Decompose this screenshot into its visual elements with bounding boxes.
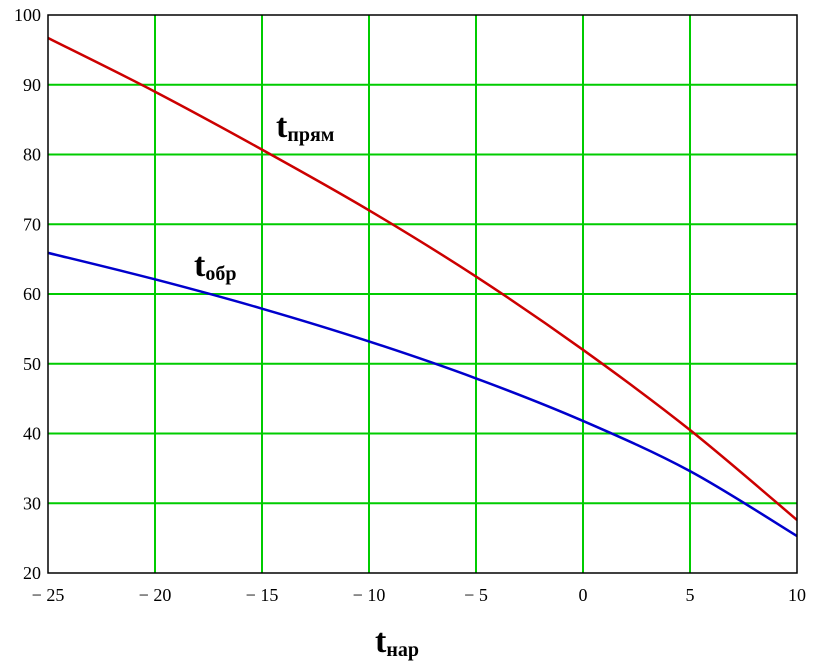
grid [48,15,797,573]
series-line-0 [47,36,798,521]
curve-label-obr: tобр [194,247,236,285]
x-tick-label: − 15 [246,585,279,605]
y-tick-label: 90 [23,75,41,95]
curve-label-obr-sub: обр [205,263,236,285]
y-tick-labels: 20 30 40 50 60 70 80 90 100 [14,5,41,583]
y-tick-label: 70 [23,214,41,234]
x-axis-label-main: t [375,623,387,660]
y-tick-label: 50 [23,354,41,374]
series-line-1 [47,251,798,538]
x-axis-label: tнар [375,623,419,661]
x-tick-label: − 25 [32,585,65,605]
curve-label-pryam: tпрям [276,108,334,146]
x-tick-label: − 10 [353,585,386,605]
curve-label-obr-main: t [194,247,206,284]
x-tick-labels: − 25 − 20 − 15 − 10 − 5 0 5 10 [32,585,806,605]
curve-label-pryam-main: t [276,108,288,145]
y-tick-label: 60 [23,284,41,304]
x-tick-label: − 20 [139,585,172,605]
x-axis-label-sub: нар [386,639,419,661]
plot-frame [47,14,798,574]
x-tick-label: 10 [788,585,806,605]
y-tick-label: 100 [14,5,41,25]
series-group [47,36,798,538]
y-tick-label: 80 [23,145,41,165]
curve-label-pryam-sub: прям [287,124,334,146]
y-tick-label: 20 [23,563,41,583]
x-tick-label: 0 [579,585,588,605]
x-tick-label: − 5 [464,585,488,605]
x-tick-label: 5 [686,585,695,605]
y-tick-label: 30 [23,493,41,513]
y-tick-label: 40 [23,424,41,444]
